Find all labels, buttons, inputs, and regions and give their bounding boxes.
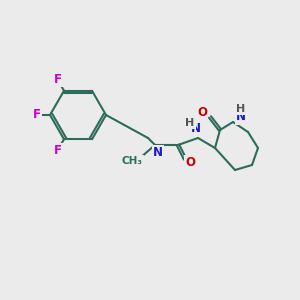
Text: N: N (236, 110, 246, 124)
Text: H: H (236, 104, 246, 114)
Text: CH₃: CH₃ (122, 156, 142, 166)
Text: F: F (53, 144, 62, 157)
Text: F: F (33, 109, 41, 122)
Text: O: O (185, 157, 195, 169)
Text: N: N (191, 122, 201, 136)
Text: H: H (185, 118, 195, 128)
Text: N: N (153, 146, 163, 160)
Text: F: F (53, 73, 62, 86)
Text: O: O (197, 106, 207, 118)
